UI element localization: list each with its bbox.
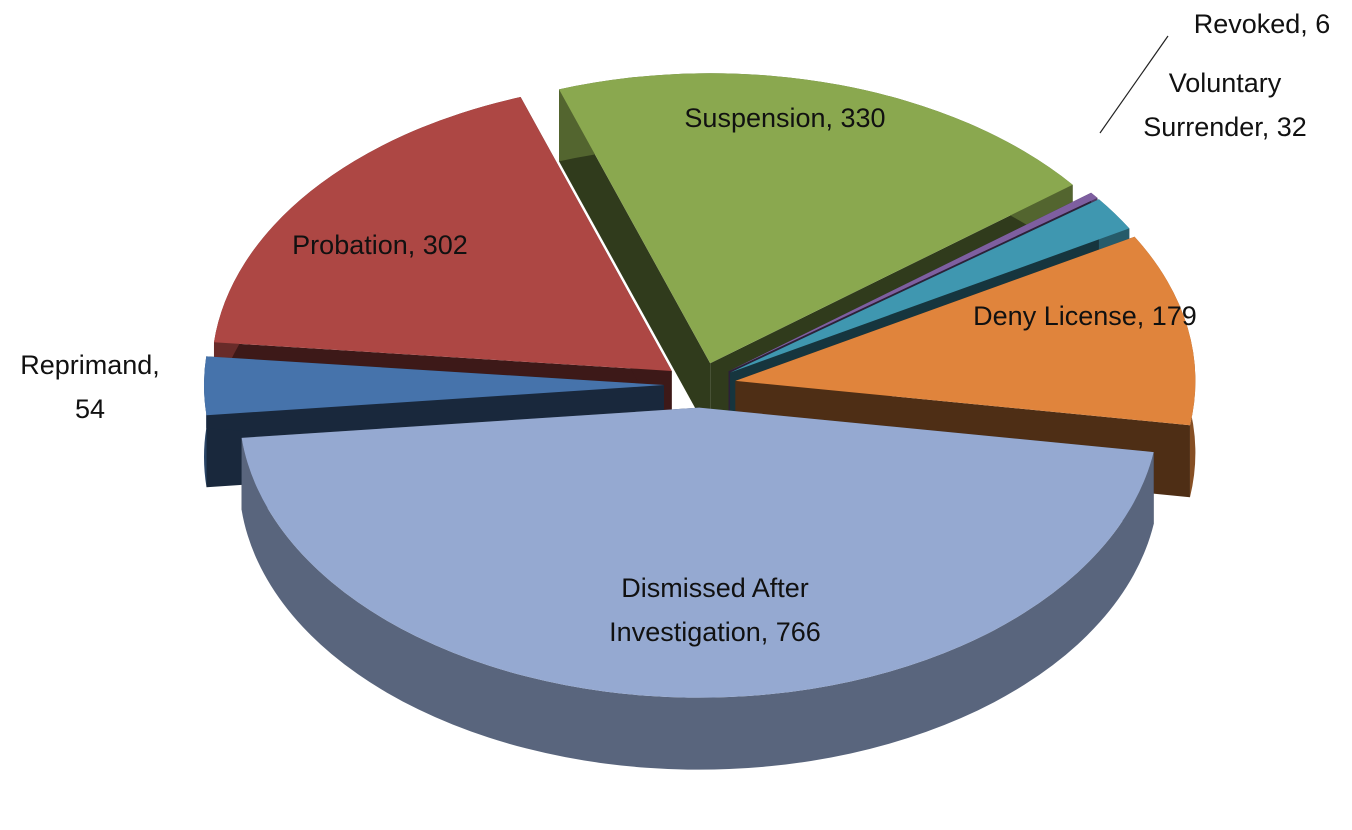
data-label: 54 (75, 394, 105, 424)
slice (735, 236, 1196, 426)
slice (213, 97, 672, 371)
data-label: Surrender, 32 (1143, 112, 1307, 142)
slice (241, 407, 1154, 698)
slice (728, 192, 1098, 372)
slice-side (241, 437, 1154, 770)
data-label: Revoked, 6 (1194, 9, 1331, 39)
data-label: Voluntary (1169, 68, 1282, 98)
slice (241, 407, 1154, 770)
data-label: Deny License, 179 (973, 301, 1197, 331)
leader-line (1099, 35, 1169, 134)
slice (204, 356, 665, 416)
data-label: Reprimand, (20, 350, 160, 380)
data-label: Investigation, 766 (609, 617, 821, 647)
slice (730, 199, 1130, 373)
slice (559, 73, 1073, 364)
data-label: Probation, 302 (292, 230, 468, 260)
slice-cut-face (559, 89, 711, 436)
data-label: Suspension, 330 (684, 103, 885, 133)
data-label: Dismissed After (621, 573, 809, 603)
